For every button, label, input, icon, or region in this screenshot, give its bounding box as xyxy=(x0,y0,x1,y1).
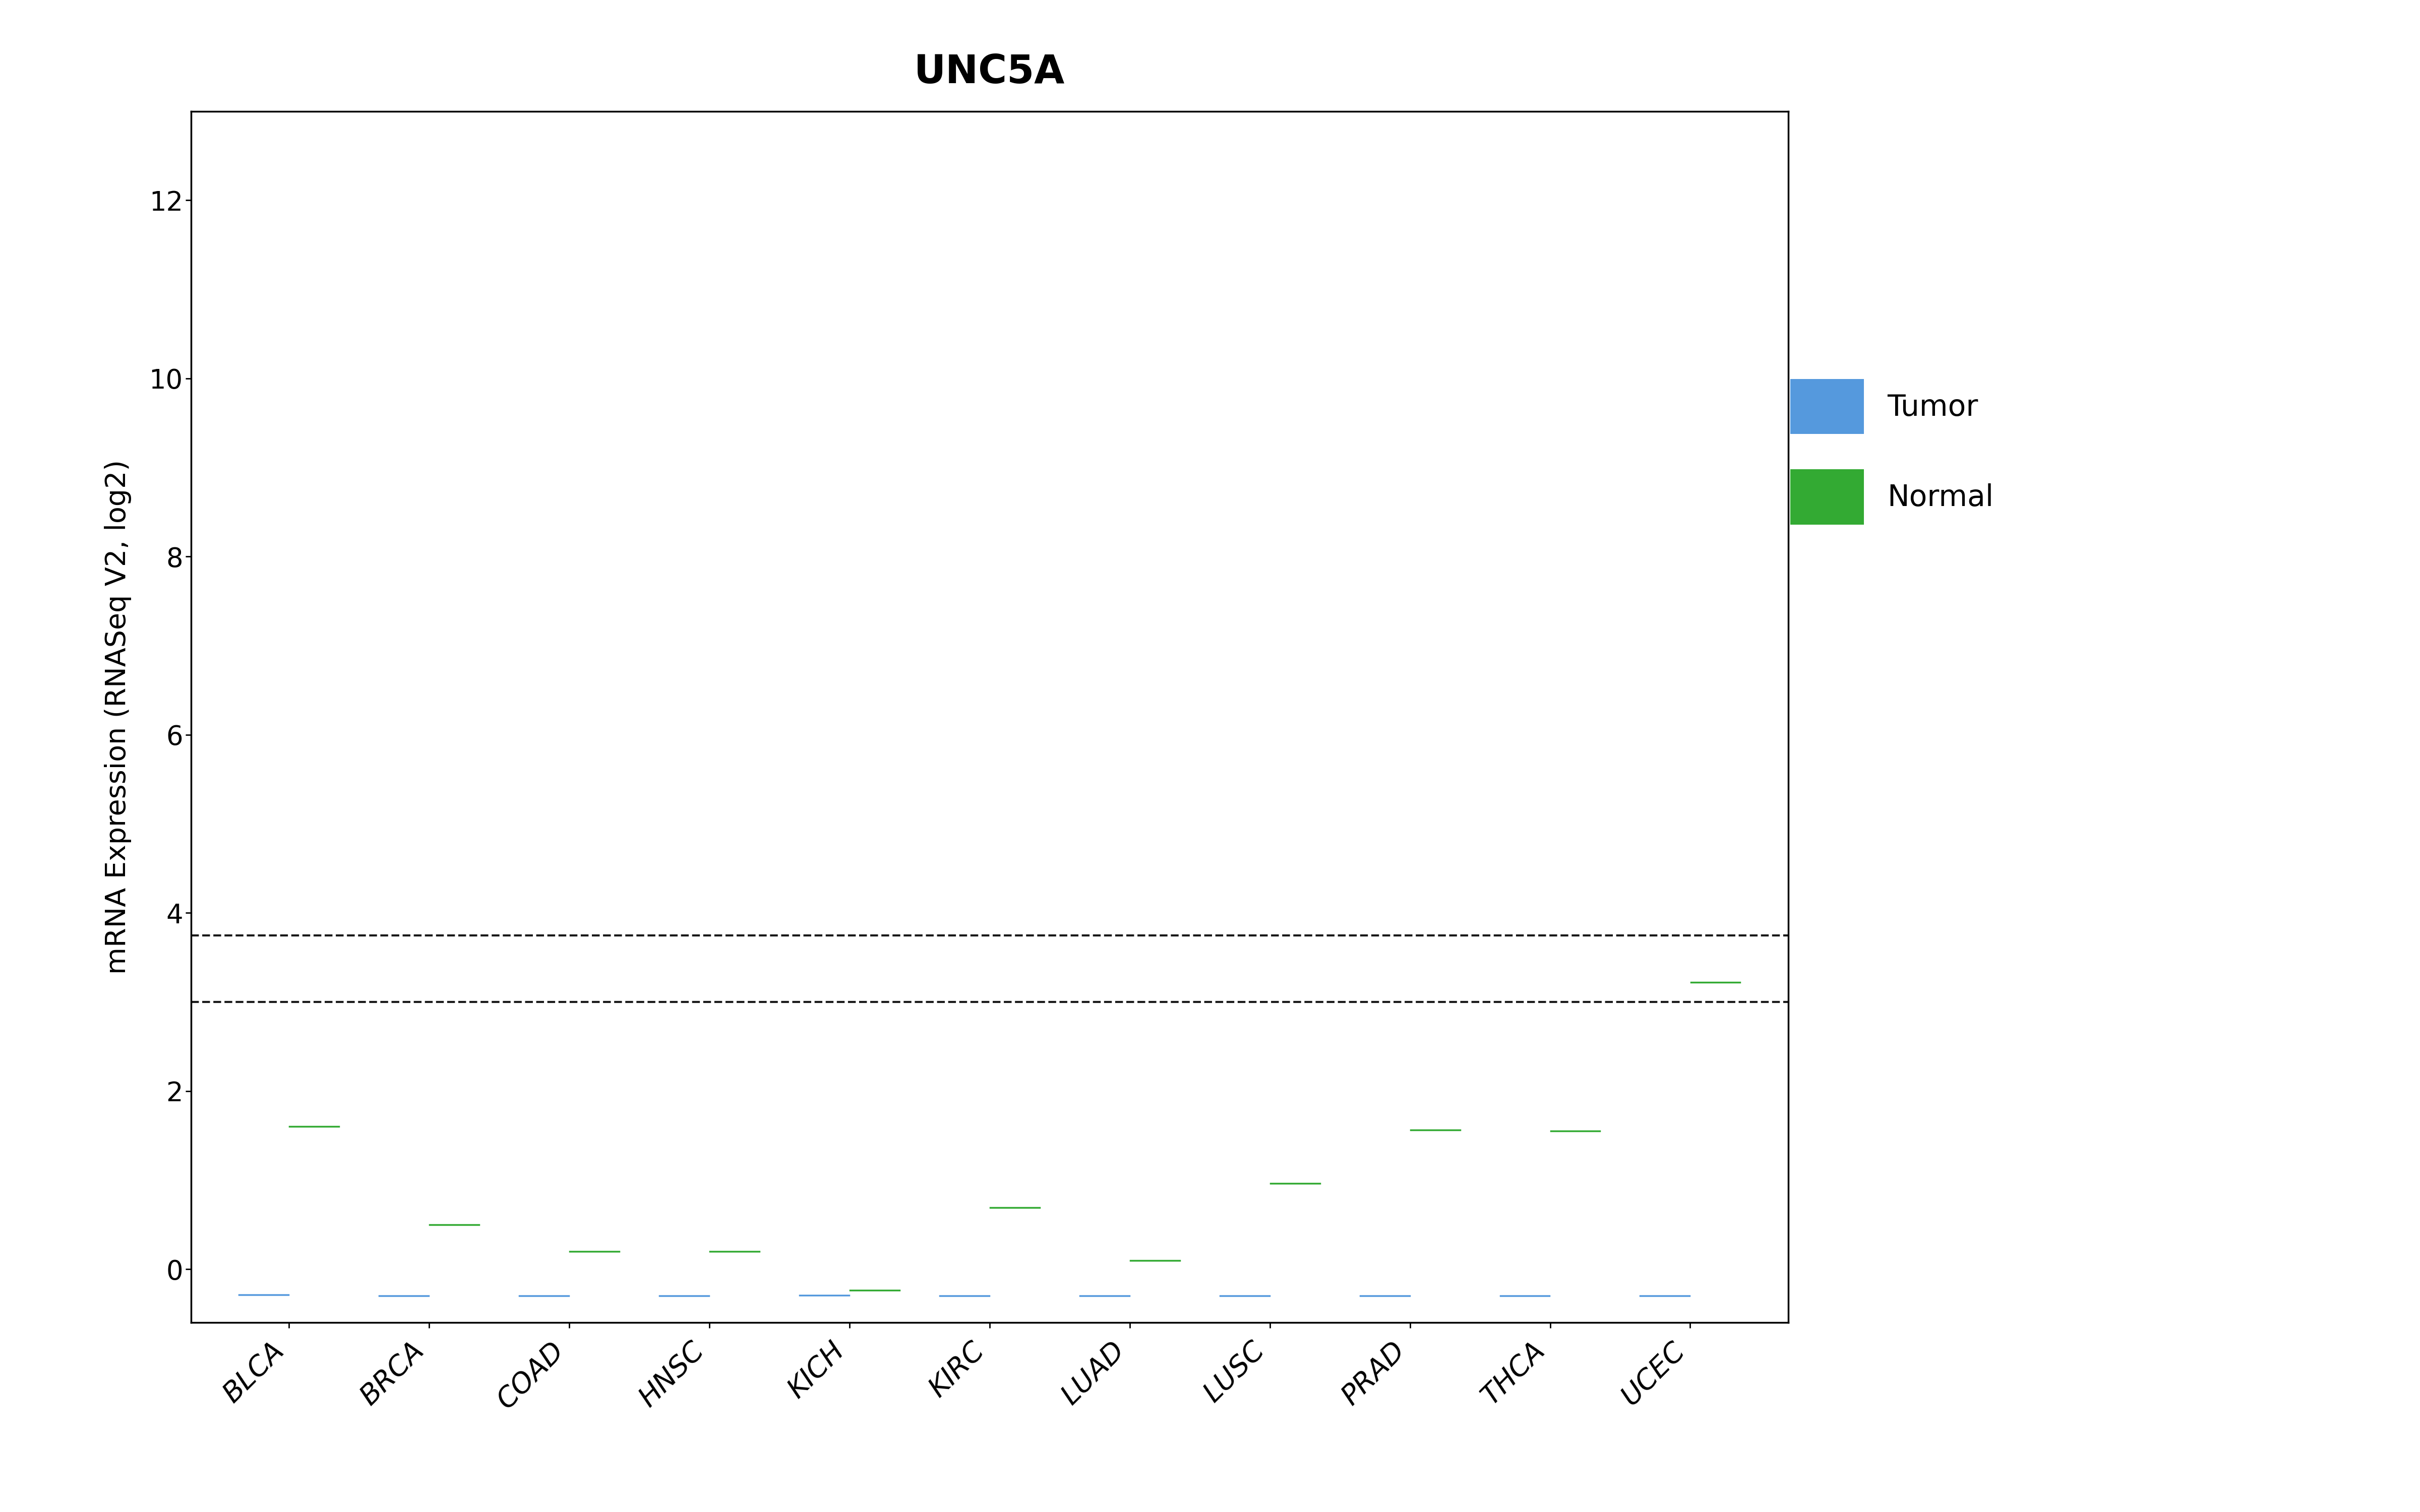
Title: UNC5A: UNC5A xyxy=(915,53,1065,91)
Legend: Tumor, Normal: Tumor, Normal xyxy=(1754,343,2028,559)
Y-axis label: mRNA Expression (RNASeq V2, log2): mRNA Expression (RNASeq V2, log2) xyxy=(104,460,131,974)
